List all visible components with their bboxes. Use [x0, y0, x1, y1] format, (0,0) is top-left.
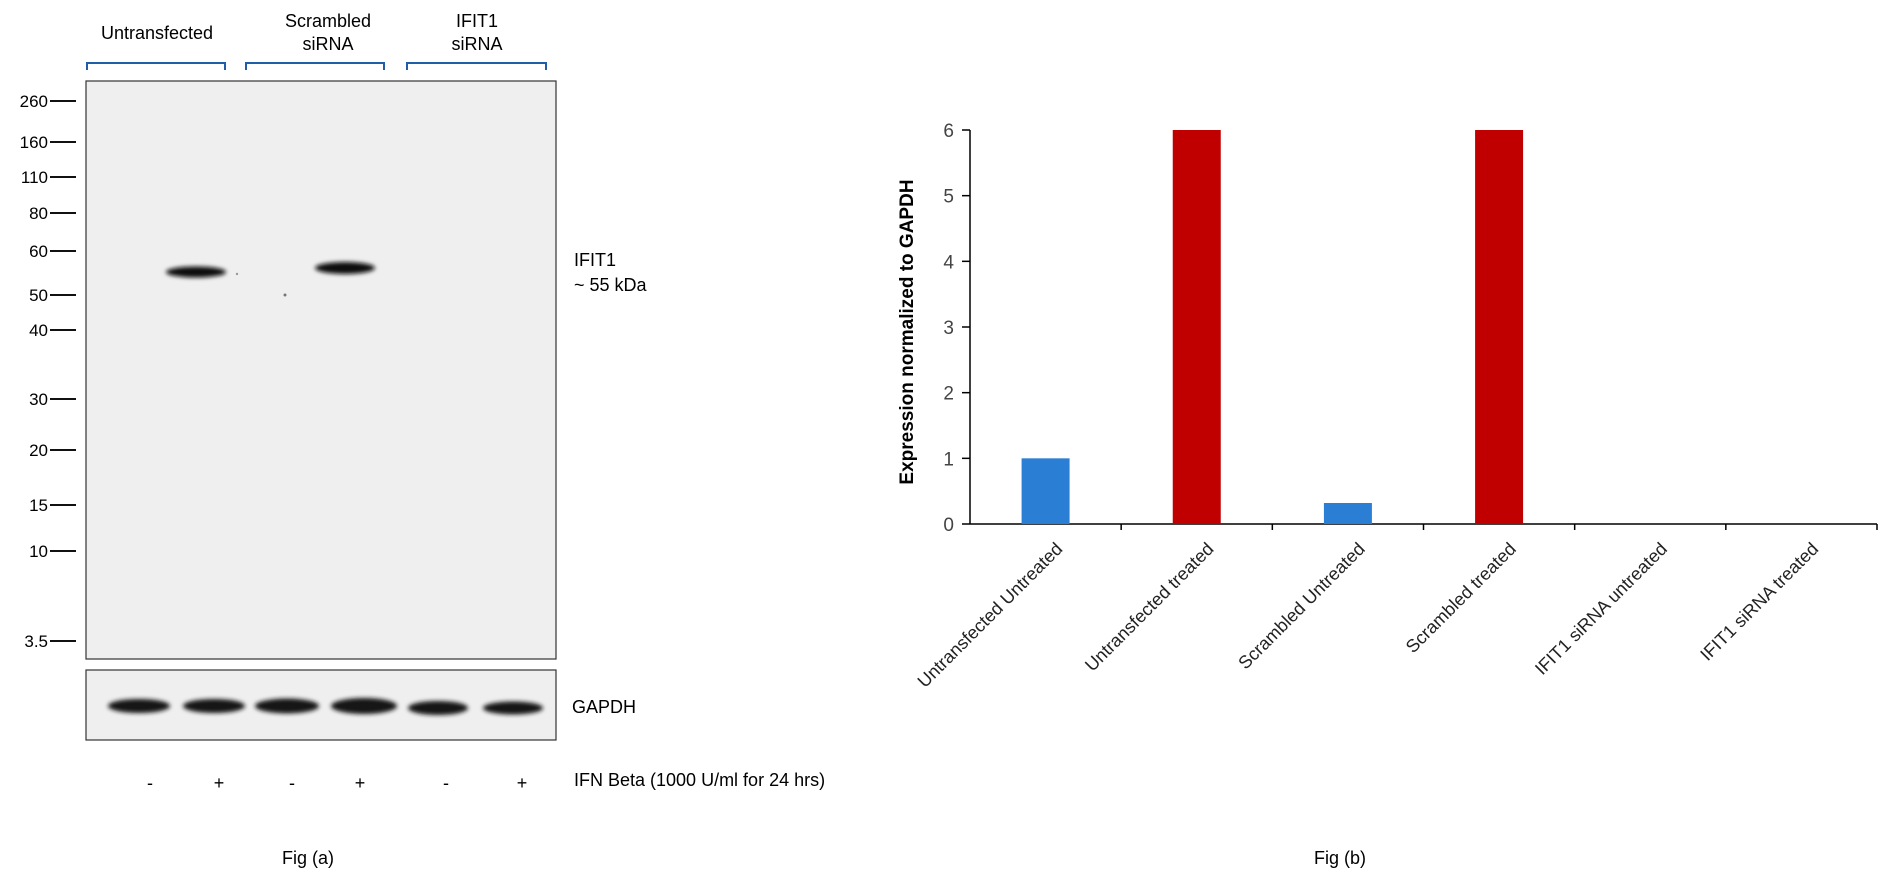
ifit1-band-lane4 — [315, 262, 375, 274]
blot-speck — [283, 293, 287, 297]
mw-marker-label: 30 — [29, 390, 48, 409]
mw-marker-label: 50 — [29, 286, 48, 305]
ifit1-band-label: IFIT1 — [574, 250, 616, 270]
y-tick-label: 1 — [943, 449, 954, 470]
figure-a-caption: Fig (a) — [282, 848, 334, 868]
mw-marker-label: 80 — [29, 204, 48, 223]
mw-marker-label: 260 — [20, 92, 48, 111]
treatment-plus-sign: + — [214, 773, 225, 793]
western-blot-figure: Untransfected Scrambled siRNA IFIT1 siRN… — [20, 11, 825, 868]
y-tick-label: 6 — [943, 121, 954, 142]
mw-marker-label: 3.5 — [24, 632, 48, 651]
treatment-label: IFN Beta (1000 U/ml for 24 hrs) — [574, 770, 825, 790]
treatment-minus-sign: - — [289, 773, 295, 793]
mw-marker-label: 15 — [29, 496, 48, 515]
mw-marker-label: 60 — [29, 242, 48, 261]
gapdh-band-lane1 — [108, 699, 170, 713]
lane-group-scrambled-label: Scrambled — [285, 11, 371, 31]
y-tick-label: 3 — [943, 318, 954, 339]
bracket-scrambled — [245, 62, 385, 70]
lane-group-brackets — [86, 62, 547, 70]
bar — [1021, 458, 1070, 524]
y-axis-label: Expression normalized to GAPDH — [897, 179, 918, 484]
ifit1-band-lane2 — [166, 266, 226, 278]
blot-speck — [235, 272, 239, 276]
mw-marker-label: 20 — [29, 441, 48, 460]
bracket-untransfected — [86, 62, 226, 70]
y-tick-label: 2 — [943, 384, 954, 405]
y-tick-label: 4 — [943, 252, 954, 273]
x-tick-label: IFIT1 siRNA treated — [1696, 539, 1822, 665]
bar — [1323, 502, 1372, 524]
mw-marker-scale: 260 160 110 80 60 50 40 30 20 15 10 3.5 — [20, 92, 76, 651]
gapdh-band-lane2 — [183, 699, 245, 713]
gapdh-band-lane5 — [408, 701, 468, 715]
ifit1-bands — [166, 262, 375, 278]
mw-marker-label: 160 — [20, 133, 48, 152]
mw-marker-label: 40 — [29, 321, 48, 340]
y-tick-label: 0 — [943, 515, 954, 536]
treatment-plus-sign: + — [517, 773, 528, 793]
bar — [1172, 130, 1221, 524]
gapdh-band-lane6 — [483, 701, 543, 715]
treatment-plus-sign: + — [355, 773, 366, 793]
treatment-signs: - + - + - + — [147, 773, 527, 793]
gapdh-bands — [108, 698, 543, 715]
mw-marker-label: 110 — [21, 168, 48, 187]
blot-membrane — [85, 80, 557, 660]
x-axis: Untransfected Untreated Untransfected tre… — [914, 523, 1878, 692]
treatment-minus-sign: - — [443, 773, 449, 793]
expression-bar-chart: 0 1 2 3 4 5 6 Untransfected Untreated Untransfe… — [897, 121, 1878, 868]
lane-group-untransfected-label: Untransfected — [101, 23, 213, 43]
lane-group-ifit1-label-line2: siRNA — [451, 34, 502, 54]
x-tick-label: IFIT1 siRNA untreated — [1531, 539, 1671, 679]
lane-group-ifit1-label: IFIT1 — [456, 11, 498, 31]
gapdh-band-lane3 — [255, 698, 319, 714]
treatment-minus-sign: - — [147, 773, 153, 793]
mw-marker-label: 10 — [29, 542, 48, 561]
gapdh-band-lane4 — [331, 698, 397, 714]
x-tick-label: Untransfected treated — [1081, 539, 1218, 676]
ifit1-band-size-label: ~ 55 kDa — [574, 275, 648, 295]
x-tick-label: Scrambled treated — [1402, 539, 1520, 657]
y-axis: 0 1 2 3 4 5 6 — [943, 121, 971, 536]
figure-b-caption: Fig (b) — [1314, 848, 1366, 868]
bracket-ifit1 — [406, 62, 547, 70]
x-tick-label: Untransfected Untreated — [914, 539, 1067, 692]
x-tick-label: Scrambled Untreated — [1234, 539, 1368, 673]
gapdh-label: GAPDH — [572, 697, 636, 717]
y-tick-label: 5 — [943, 187, 954, 208]
bar — [1475, 130, 1524, 524]
lane-group-scrambled-label-line2: siRNA — [302, 34, 353, 54]
bar-series — [1021, 130, 1524, 524]
